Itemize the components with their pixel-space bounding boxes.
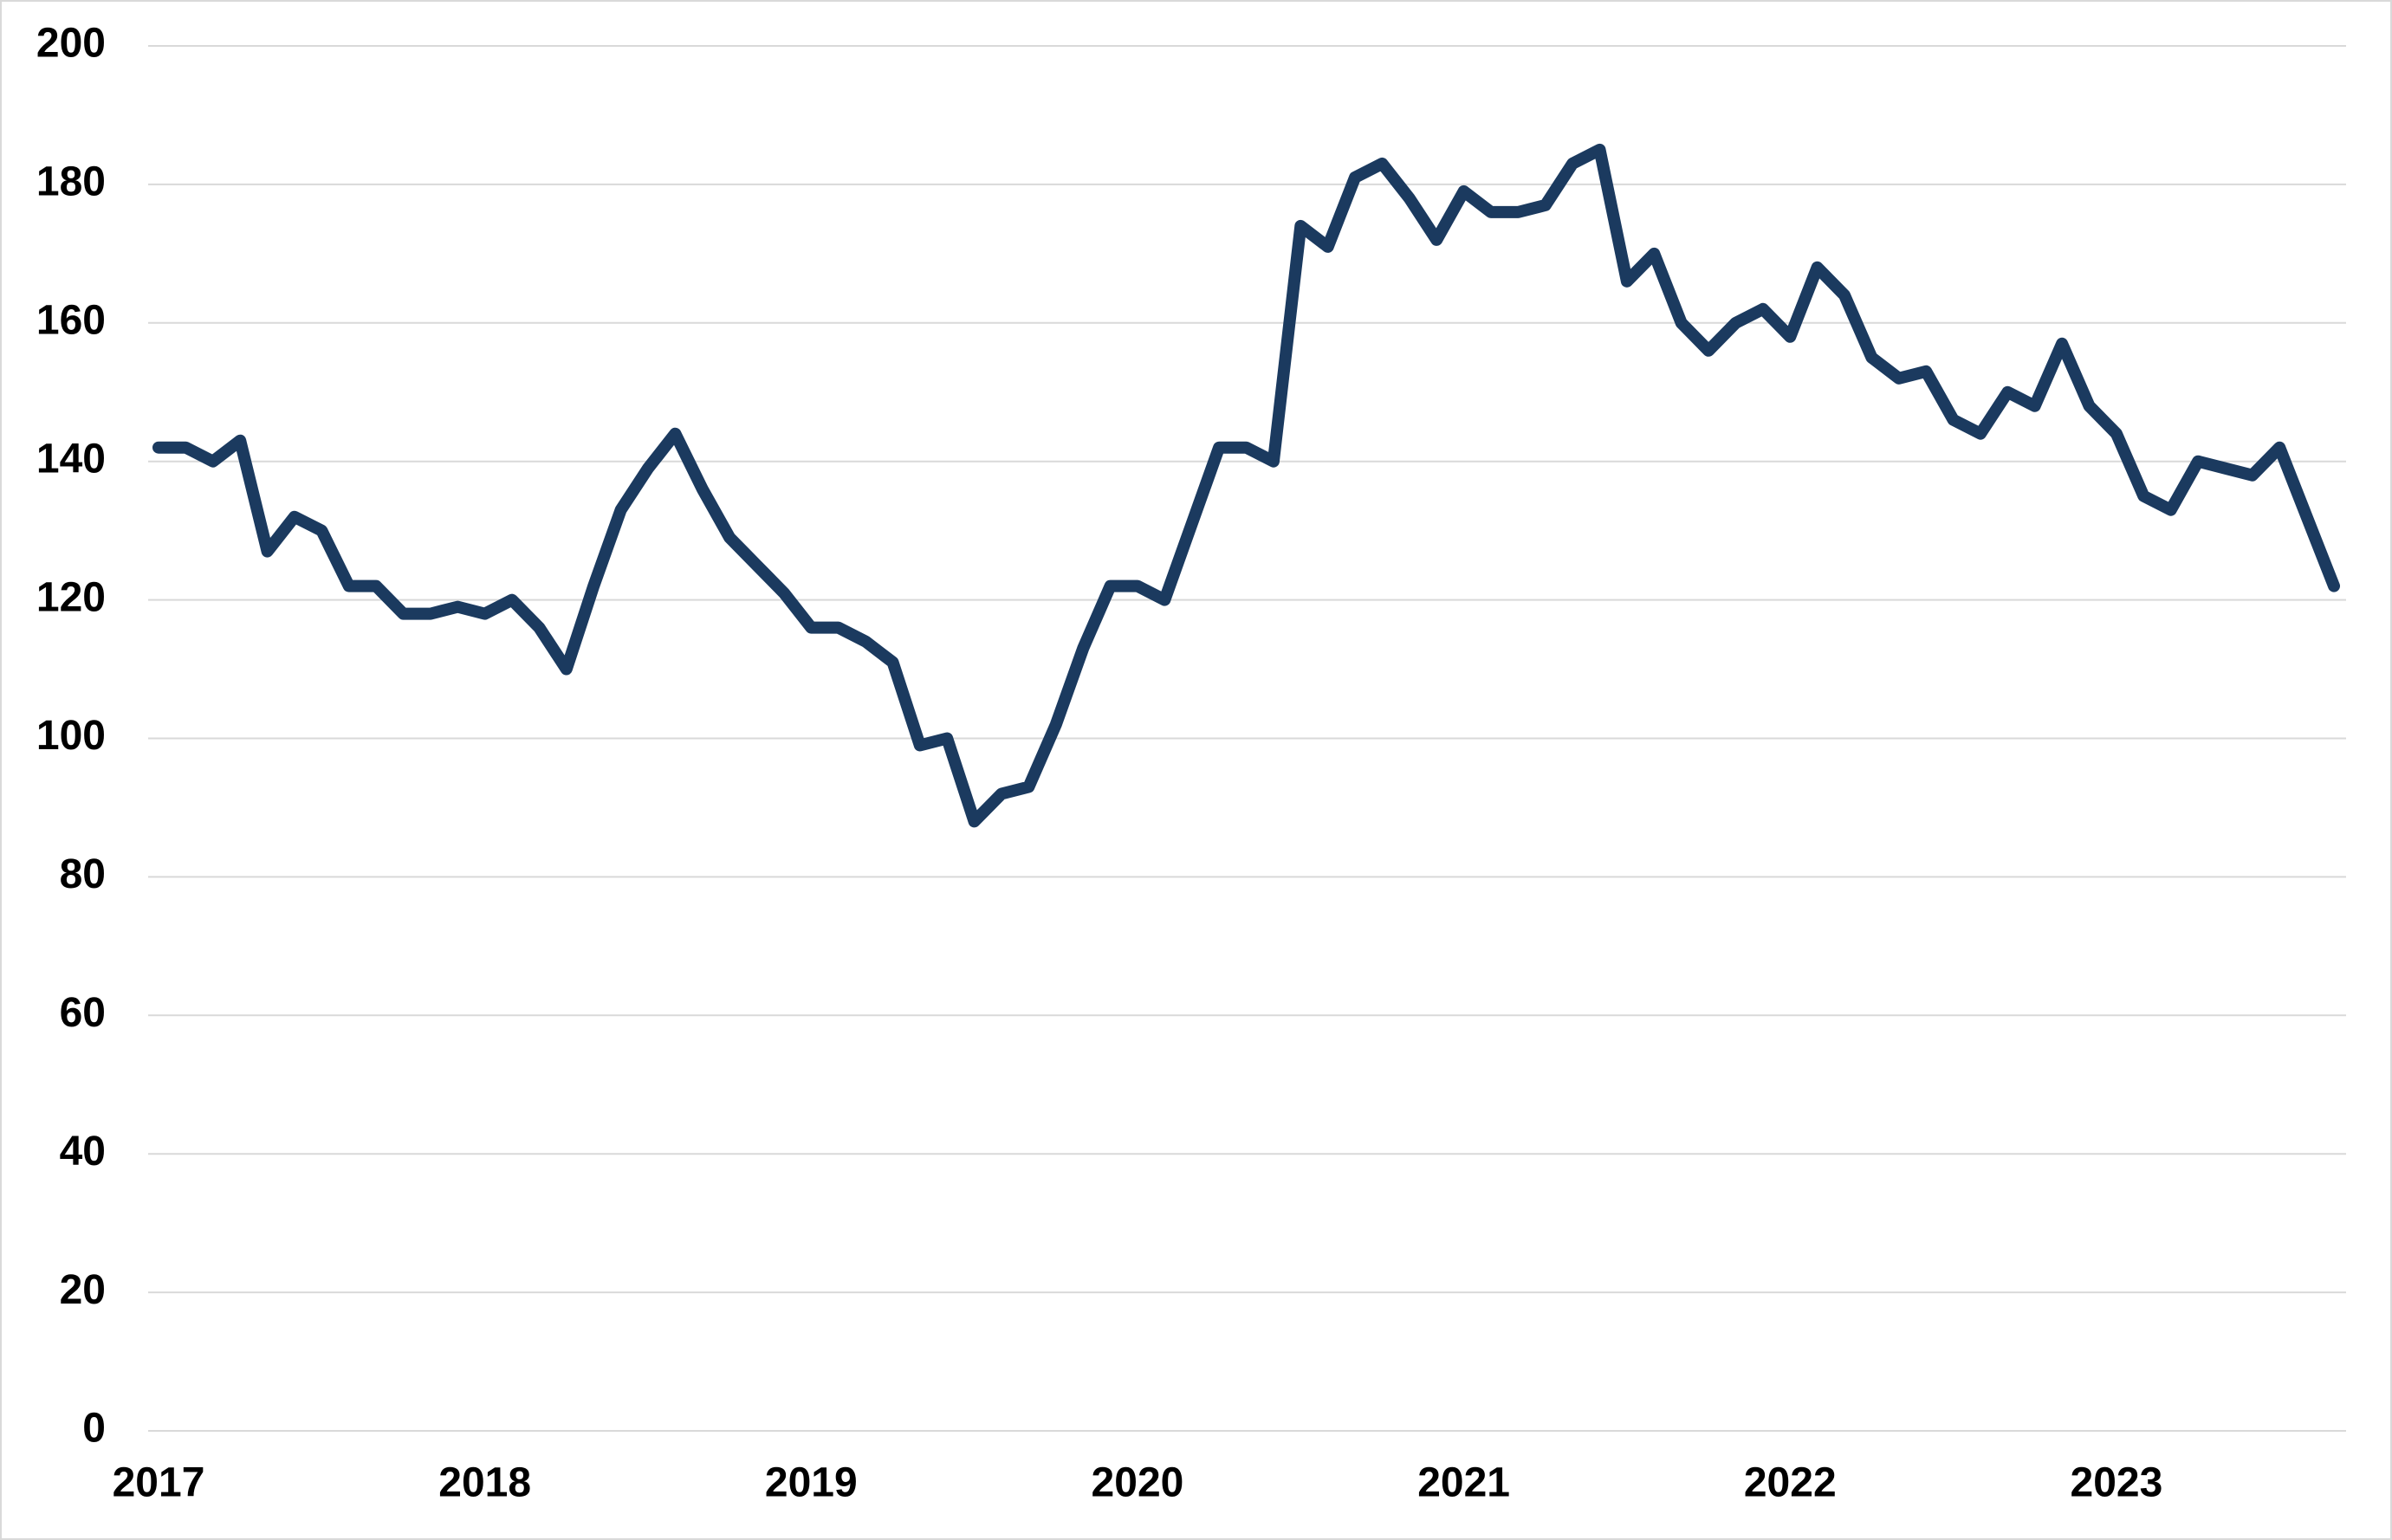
y-tick-label: 100	[36, 713, 106, 759]
y-tick-label: 120	[36, 574, 106, 620]
x-tick-label: 2018	[438, 1460, 531, 1506]
x-tick-label: 2023	[2071, 1460, 2163, 1506]
y-tick-label: 0	[82, 1406, 106, 1452]
x-tick-label: 2019	[765, 1460, 858, 1506]
y-tick-label: 140	[36, 436, 106, 482]
x-tick-label: 2022	[1744, 1460, 1837, 1506]
y-tick-label: 160	[36, 297, 106, 343]
data-line	[152, 143, 2340, 828]
x-tick-label: 2021	[1417, 1460, 1510, 1506]
y-tick-label: 180	[36, 159, 106, 205]
y-tick-label: 80	[60, 851, 106, 897]
y-tick-label: 40	[60, 1129, 106, 1174]
y-tick-label: 20	[60, 1267, 106, 1313]
y-tick-label: 200	[36, 21, 106, 67]
x-tick-label: 2020	[1092, 1460, 1184, 1506]
y-tick-label: 60	[60, 990, 106, 1036]
x-tick-label: 2017	[113, 1460, 205, 1506]
